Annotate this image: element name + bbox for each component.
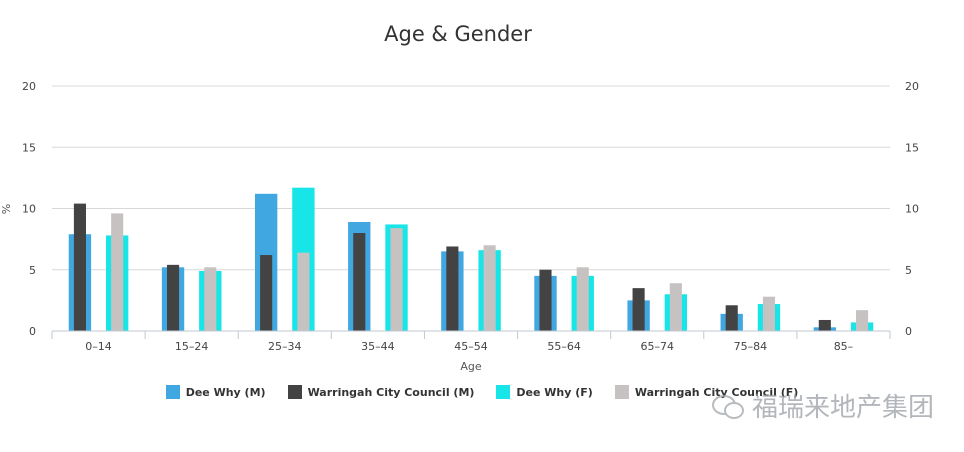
bar-warringah-city-council-f-8[interactable] bbox=[856, 310, 869, 331]
bar-warringah-city-council-m-6[interactable] bbox=[632, 288, 645, 331]
bar-warringah-city-council-f-7[interactable] bbox=[762, 296, 776, 331]
y-tick-label-right: 20 bbox=[905, 80, 919, 93]
watermark-text: 福瑞来地产集团 bbox=[751, 393, 934, 423]
x-tick-label: 35–44 bbox=[361, 340, 395, 353]
legend-item-warringah-f[interactable]: Warringah City Council (F) bbox=[614, 385, 799, 399]
bar-warringah-city-council-m-5[interactable] bbox=[539, 269, 552, 331]
x-tick-label: 85– bbox=[834, 340, 854, 353]
legend-item-dee-why-m[interactable]: Dee Why (M) bbox=[165, 385, 266, 399]
x-tick-label: 75–84 bbox=[734, 340, 768, 353]
bar-series bbox=[68, 187, 874, 331]
y-tick-label-left: 15 bbox=[22, 141, 36, 154]
bar-warringah-city-council-f-2[interactable] bbox=[297, 252, 310, 331]
y-tick-label-left: 0 bbox=[29, 325, 36, 338]
y-axis-label: % bbox=[0, 204, 13, 214]
legend-swatch bbox=[165, 385, 180, 399]
y-axis-left: 0 5 10 15 20 bbox=[22, 80, 36, 338]
y-tick-label-right: 0 bbox=[905, 325, 912, 338]
legend-swatch bbox=[287, 385, 302, 399]
watermark: 福瑞来地产集团 bbox=[711, 387, 934, 424]
bar-warringah-city-council-m-7[interactable] bbox=[725, 305, 738, 331]
x-axis: 0–14 15–24 25–34 35–44 45–54 55–64 65–74 75–84 8… bbox=[51, 330, 891, 353]
legend: Dee Why (M) Warringah City Council (M) D… bbox=[0, 385, 964, 399]
bar-warringah-city-council-m-4[interactable] bbox=[446, 246, 459, 331]
legend-swatch bbox=[614, 385, 629, 399]
bar-warringah-city-council-m-3[interactable] bbox=[353, 233, 366, 331]
legend-swatch bbox=[496, 385, 511, 399]
y-tick-label-right: 15 bbox=[905, 141, 919, 154]
bar-warringah-city-council-f-3[interactable] bbox=[390, 228, 403, 331]
bar-warringah-city-council-m-0[interactable] bbox=[73, 203, 86, 331]
x-axis-label: Age bbox=[460, 360, 482, 373]
x-tick-label: 15–24 bbox=[175, 340, 209, 353]
legend-item-dee-why-f[interactable]: Dee Why (F) bbox=[496, 385, 593, 399]
legend-label: Dee Why (F) bbox=[516, 385, 593, 399]
x-tick-label: 0–14 bbox=[85, 340, 112, 353]
x-tick-label: 55–64 bbox=[547, 340, 581, 353]
y-tick-label-right: 5 bbox=[905, 264, 912, 277]
chart-title: Age & Gender bbox=[384, 22, 532, 46]
legend-label: Dee Why (M) bbox=[185, 385, 266, 399]
x-tick-label: 65–74 bbox=[640, 340, 674, 353]
bar-warringah-city-council-m-1[interactable] bbox=[166, 264, 180, 331]
legend-label: Warringah City Council (F) bbox=[634, 385, 799, 399]
bar-warringah-city-council-f-1[interactable] bbox=[204, 267, 217, 331]
bar-warringah-city-council-f-0[interactable] bbox=[111, 213, 124, 331]
legend-item-warringah-m[interactable]: Warringah City Council (M) bbox=[287, 385, 475, 399]
bar-warringah-city-council-f-5[interactable] bbox=[576, 267, 589, 331]
y-tick-label-right: 10 bbox=[905, 203, 919, 216]
legend-label: Warringah City Council (M) bbox=[307, 385, 475, 399]
y-tick-label-left: 20 bbox=[22, 80, 36, 93]
wechat-icon bbox=[711, 393, 744, 419]
bar-warringah-city-council-f-6[interactable] bbox=[669, 283, 682, 331]
bar-warringah-city-council-m-8[interactable] bbox=[818, 319, 831, 331]
x-tick-label: 45–54 bbox=[454, 340, 488, 353]
y-tick-label-left: 10 bbox=[22, 203, 36, 216]
y-axis-right: 0 5 10 15 20 bbox=[905, 80, 919, 338]
y-tick-label-left: 5 bbox=[29, 264, 36, 277]
x-tick-label: 25–34 bbox=[268, 340, 302, 353]
bar-warringah-city-council-f-4[interactable] bbox=[483, 245, 496, 331]
bar-warringah-city-council-m-2[interactable] bbox=[260, 255, 273, 331]
